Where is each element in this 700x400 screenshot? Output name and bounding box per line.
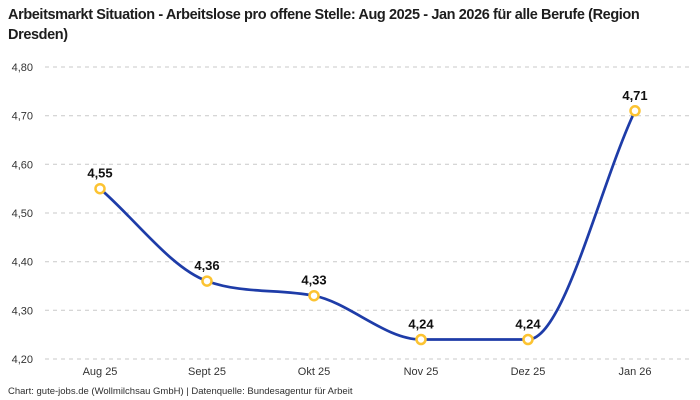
y-tick-label: 4,30: [12, 305, 33, 317]
y-tick-label: 4,40: [12, 257, 33, 269]
data-point-label: 4,33: [301, 273, 326, 288]
y-tick-label: 4,80: [12, 62, 33, 74]
data-point-marker: [415, 333, 427, 346]
data-point-marker: [308, 289, 320, 302]
data-point-label: 4,24: [408, 317, 434, 332]
trend-line: [98, 109, 637, 341]
data-point-marker: [201, 275, 213, 287]
y-tick-label: 4,70: [12, 111, 33, 123]
x-tick-label: Nov 25: [404, 366, 439, 378]
data-point-label: 4,55: [87, 166, 112, 181]
y-tick-label: 4,20: [12, 354, 33, 366]
x-tick-label: Sept 25: [188, 366, 226, 378]
data-point-label: 4,24: [515, 317, 541, 332]
data-point-marker: [522, 333, 534, 346]
x-tick-label: Okt 25: [298, 366, 330, 378]
y-tick-label: 4,60: [12, 159, 33, 171]
data-point-label: 4,36: [194, 258, 219, 273]
data-point-marker: [94, 182, 106, 195]
data-point-marker: [629, 105, 641, 117]
chart-title: Arbeitsmarkt Situation - Arbeitslose pro…: [8, 7, 640, 44]
data-point-label: 4,71: [622, 88, 647, 103]
x-tick-label: Jan 26: [618, 366, 651, 378]
x-tick-label: Aug 25: [83, 366, 118, 378]
y-tick-label: 4,50: [12, 208, 33, 220]
attribution: Chart: gute-jobs.de (Wollmilchsau GmbH) …: [8, 386, 353, 397]
x-tick-label: Dez 25: [511, 366, 546, 378]
